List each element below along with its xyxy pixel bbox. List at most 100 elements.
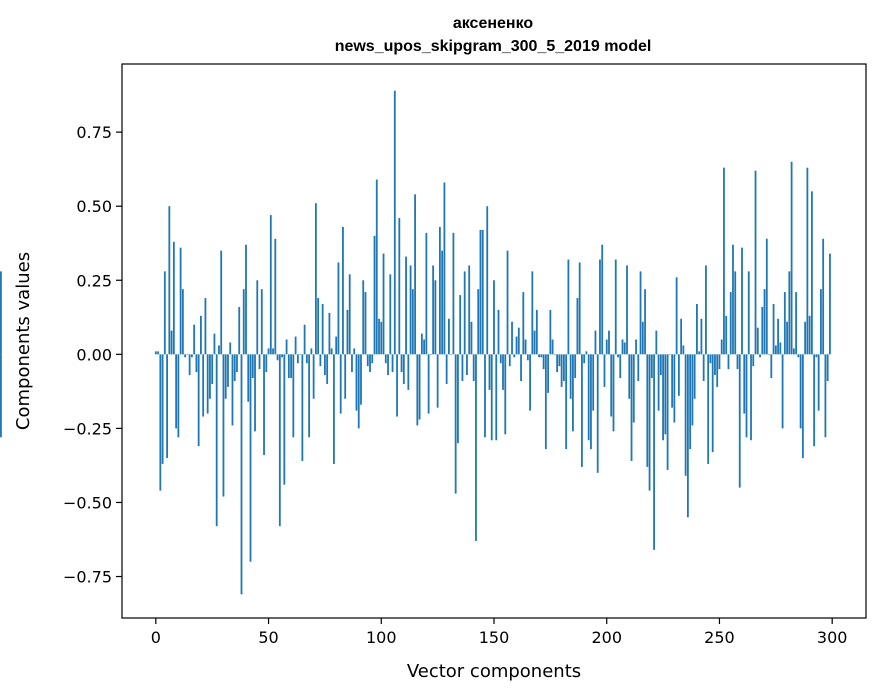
bar-265 bbox=[752, 354, 755, 367]
bar-124 bbox=[434, 280, 437, 355]
bar-170 bbox=[538, 354, 540, 358]
bar-216 bbox=[641, 321, 644, 355]
bar-9 bbox=[175, 354, 178, 429]
bar-284 bbox=[795, 292, 798, 355]
bar-146 bbox=[484, 354, 486, 438]
bar-177 bbox=[553, 354, 556, 355]
bar-192 bbox=[587, 354, 590, 441]
bar-91 bbox=[360, 354, 362, 405]
bar-103 bbox=[387, 354, 389, 376]
bar-218 bbox=[646, 354, 649, 467]
bar-2 bbox=[159, 354, 162, 491]
bar-98 bbox=[375, 179, 378, 355]
bar-74 bbox=[321, 303, 324, 355]
bar-179 bbox=[558, 354, 561, 367]
bar-157 bbox=[508, 354, 511, 367]
bar-33 bbox=[229, 342, 232, 355]
bar-156 bbox=[506, 250, 509, 355]
bar-140 bbox=[470, 321, 473, 355]
x-ticks: 0 50 100 150 200 250 300 bbox=[151, 618, 847, 647]
bar-14 bbox=[186, 354, 189, 355]
bar-255 bbox=[729, 292, 732, 355]
bar-222 bbox=[655, 330, 658, 355]
bar-93 bbox=[364, 292, 367, 355]
x-tick-label: 250 bbox=[704, 628, 735, 647]
bar-19 bbox=[197, 354, 200, 447]
bar-69 bbox=[310, 348, 313, 355]
bar-239 bbox=[693, 354, 696, 399]
bar-126 bbox=[438, 226, 441, 355]
bar-267 bbox=[756, 327, 759, 355]
bar-212 bbox=[632, 354, 635, 423]
bar-116 bbox=[416, 354, 419, 426]
bar-35 bbox=[233, 354, 236, 381]
bar-243 bbox=[702, 354, 705, 381]
bar-168 bbox=[533, 330, 536, 355]
bar-163 bbox=[522, 292, 525, 355]
bar-75 bbox=[324, 354, 326, 376]
bar-62 bbox=[294, 336, 297, 355]
bar-162 bbox=[520, 354, 522, 381]
bar-276 bbox=[777, 318, 779, 355]
bar-105 bbox=[391, 354, 394, 373]
bar-40 bbox=[245, 244, 247, 355]
bar-145 bbox=[481, 229, 484, 355]
bar-50 bbox=[267, 348, 270, 355]
bar-117 bbox=[418, 354, 421, 420]
bar-20 bbox=[200, 315, 202, 355]
bar-153 bbox=[499, 354, 502, 364]
bar-80 bbox=[335, 336, 338, 355]
bar-129 bbox=[445, 354, 448, 384]
bar-6 bbox=[168, 206, 171, 355]
bar-199 bbox=[603, 354, 606, 387]
bar-83 bbox=[342, 226, 344, 355]
bar-65 bbox=[301, 354, 304, 461]
bar-47 bbox=[260, 289, 263, 355]
bar-109 bbox=[400, 354, 403, 373]
bar-271 bbox=[765, 238, 768, 355]
bar-38 bbox=[240, 354, 243, 595]
bar-132 bbox=[452, 232, 455, 355]
bar-58 bbox=[285, 339, 288, 355]
bar-82 bbox=[339, 354, 342, 414]
bar-57 bbox=[283, 354, 286, 485]
bar-187 bbox=[576, 298, 579, 355]
bar-178 bbox=[556, 354, 559, 373]
bar-290 bbox=[808, 315, 811, 355]
bar-223 bbox=[657, 354, 660, 411]
bar-101 bbox=[382, 253, 385, 355]
bar-64 bbox=[299, 354, 302, 355]
bar-286 bbox=[799, 354, 802, 429]
bar-137 bbox=[463, 271, 466, 355]
bar-214 bbox=[637, 354, 640, 381]
bar-106 bbox=[393, 90, 396, 355]
bar-71 bbox=[314, 203, 317, 355]
bar-180 bbox=[560, 354, 563, 387]
bar-86 bbox=[348, 274, 351, 355]
bar-0 bbox=[154, 351, 157, 355]
bar-221 bbox=[653, 354, 655, 550]
bar-189 bbox=[581, 354, 583, 467]
bar-3 bbox=[161, 354, 164, 464]
bar-292 bbox=[813, 354, 816, 447]
bar-141 bbox=[472, 354, 475, 381]
bar-131 bbox=[450, 354, 453, 355]
bar-209 bbox=[626, 265, 628, 355]
bar-165 bbox=[526, 354, 529, 361]
bar-285 bbox=[797, 354, 800, 358]
bar-23 bbox=[206, 354, 209, 414]
bar-53 bbox=[274, 238, 277, 355]
bar-293 bbox=[815, 354, 818, 358]
bar-139 bbox=[468, 265, 471, 355]
bar-228 bbox=[668, 354, 671, 355]
bar-63 bbox=[296, 354, 299, 364]
bar-207 bbox=[621, 339, 624, 355]
x-axis-label: Vector components bbox=[407, 661, 581, 682]
bar-242 bbox=[700, 318, 703, 355]
bar-256 bbox=[732, 244, 734, 355]
bar-17 bbox=[193, 324, 196, 355]
bar-8 bbox=[172, 241, 175, 355]
bar-236 bbox=[686, 354, 689, 518]
bar-96 bbox=[371, 354, 374, 364]
bar-159 bbox=[513, 354, 516, 358]
